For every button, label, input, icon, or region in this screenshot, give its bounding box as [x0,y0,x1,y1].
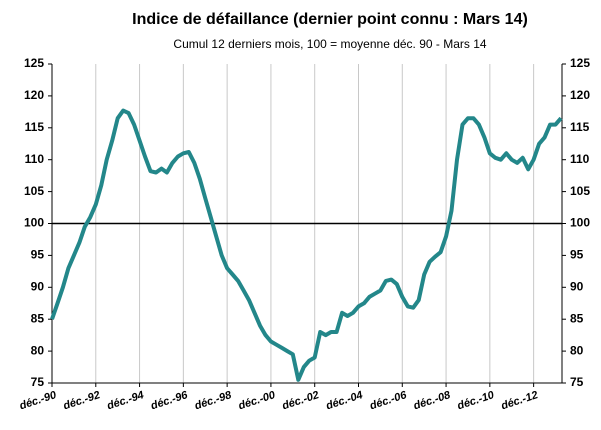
x-tick-label: déc.-94 [106,389,146,412]
x-tick-label: déc.-00 [237,389,278,412]
y2-tick-label: 105 [570,184,590,198]
x-tick-label: déc.-02 [281,389,321,412]
x-tick-label: déc.-04 [325,389,365,412]
y-tick-label: 105 [24,184,44,198]
x-tick-label: déc.-06 [368,389,409,412]
y2-tick-label: 90 [570,279,584,293]
y-tick-label: 90 [31,279,45,293]
y-tick-label: 110 [25,152,45,166]
x-tick-label: déc.-12 [500,389,540,412]
y2-tick-label: 80 [570,343,584,357]
y-tick-label: 80 [31,343,45,357]
x-tick-label: déc.-92 [62,389,102,412]
y2-tick-label: 115 [570,120,590,134]
y-tick-label: 125 [24,56,44,70]
y2-tick-label: 125 [570,56,590,70]
chart-subtitle: Cumul 12 derniers mois, 100 = moyenne dé… [173,37,486,51]
y2-tick-label: 120 [570,88,590,102]
x-tick-label: déc.-98 [193,389,234,412]
x-tick-label: déc.-90 [18,389,59,412]
chart-title: Indice de défaillance (dernier point con… [132,11,528,28]
y-tick-label: 75 [31,375,45,389]
x-tick-label: déc.-96 [149,389,190,412]
y2-tick-label: 110 [570,152,590,166]
y2-tick-label: 100 [570,216,590,230]
x-tick-label: déc.-08 [412,389,453,412]
y-tick-label: 120 [24,88,44,102]
series-line [50,108,563,382]
y2-tick-label: 85 [570,311,584,325]
y2-tick-label: 75 [570,375,584,389]
y-tick-label: 115 [25,120,45,134]
y-tick-label: 100 [24,216,44,230]
x-tick-label: déc.-10 [456,389,497,412]
y-tick-label: 85 [31,311,45,325]
y-tick-label: 95 [31,248,45,262]
y2-tick-label: 95 [570,248,584,262]
